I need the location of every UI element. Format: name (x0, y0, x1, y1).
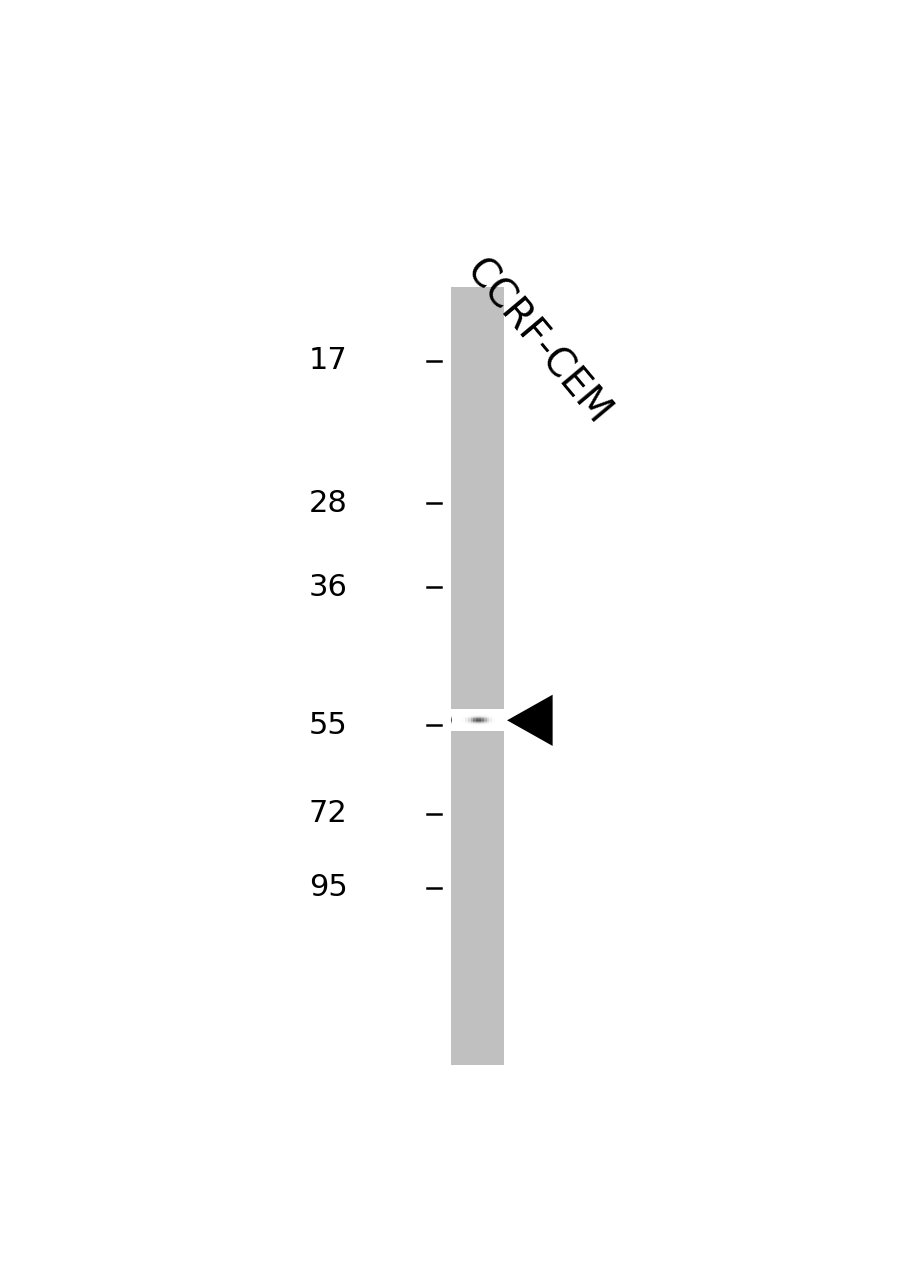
Text: 36: 36 (309, 572, 348, 602)
Text: 72: 72 (309, 800, 348, 828)
Text: 28: 28 (309, 489, 348, 518)
Text: 55: 55 (309, 710, 348, 740)
Text: CCRF-CEM: CCRF-CEM (458, 252, 617, 433)
FancyBboxPatch shape (451, 287, 503, 1065)
Text: 17: 17 (309, 346, 348, 375)
Polygon shape (507, 695, 552, 746)
Text: 95: 95 (309, 873, 348, 902)
